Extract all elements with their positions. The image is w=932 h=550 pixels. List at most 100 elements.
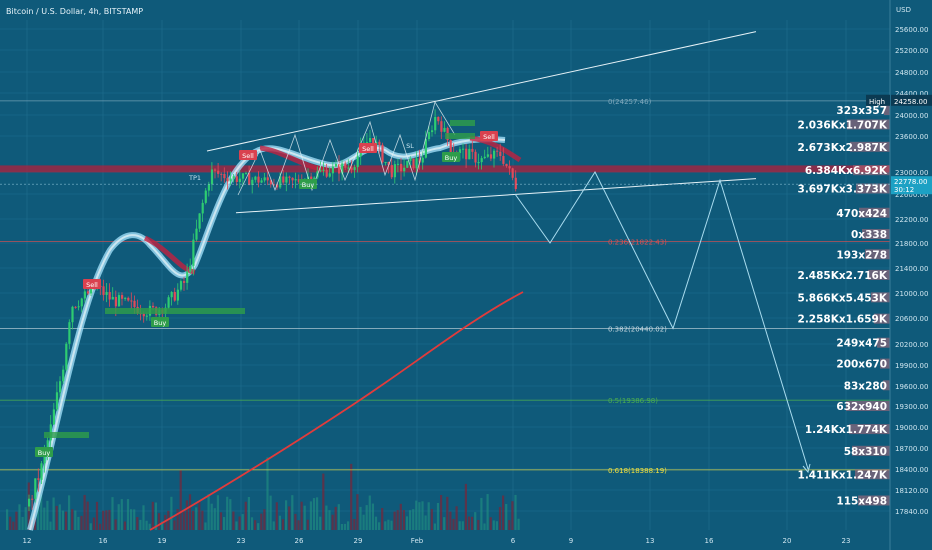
candle-body xyxy=(511,168,514,178)
order-book-label: 1.24Kx1.774K xyxy=(805,424,888,436)
candle-body xyxy=(121,295,124,299)
price-tick-label: 19000.00 xyxy=(895,424,928,432)
volume-bar xyxy=(114,519,117,530)
candle-body xyxy=(477,162,480,164)
candle-body xyxy=(282,176,285,183)
order-book-label: 5.866Kx5.453K xyxy=(798,292,888,304)
chart-title: Bitcoin / U.S. Dollar, 4h, BITSTAMP xyxy=(6,7,143,16)
volume-bar xyxy=(247,496,250,530)
order-book-bar xyxy=(850,141,890,152)
order-book-label: 6.384Kx6.92K xyxy=(805,165,888,177)
volume-bar xyxy=(514,494,517,530)
volume-bar xyxy=(384,521,387,530)
volume-bar xyxy=(269,495,272,530)
candle-body xyxy=(105,292,108,295)
candle-body xyxy=(480,158,483,163)
volume-bar xyxy=(157,513,161,530)
order-book-label: 115x498 xyxy=(836,496,887,508)
order-book-label: 2.036Kx1.707K xyxy=(798,119,888,131)
price-tick-label: 21800.00 xyxy=(895,240,928,248)
order-book-bar xyxy=(884,105,890,116)
price-tick-label: 21000.00 xyxy=(895,290,928,298)
signal-label: Buy xyxy=(38,449,51,457)
signal-badge xyxy=(359,143,377,153)
order-book-bar xyxy=(868,269,890,280)
candle-body xyxy=(365,142,369,144)
volume-bar xyxy=(368,495,371,530)
volume-bar xyxy=(378,522,381,530)
price-tick-label: 18700.00 xyxy=(895,445,928,453)
volume-bar xyxy=(427,502,430,530)
volume-bar xyxy=(511,501,514,530)
volume-bar xyxy=(381,508,384,530)
candle-body xyxy=(192,239,195,266)
price-tick-label: 19900.00 xyxy=(895,362,928,370)
volume-bar xyxy=(498,507,502,530)
volume-bar xyxy=(393,511,396,530)
price-tick-label: 25600.00 xyxy=(895,26,928,34)
volume-bar xyxy=(371,503,374,530)
candle-body xyxy=(127,297,130,301)
volume-bar xyxy=(396,510,399,530)
volume-bar xyxy=(83,494,86,530)
candle-body xyxy=(291,177,294,181)
volume-bar xyxy=(505,504,508,530)
candle-body xyxy=(124,297,127,299)
candle-body xyxy=(114,296,117,307)
volume-bar xyxy=(365,505,368,530)
time-tick-label: 23 xyxy=(842,537,851,545)
order-book-label: 632x940 xyxy=(836,401,887,413)
volume-bar xyxy=(161,521,164,530)
candle-body xyxy=(241,173,245,179)
volume-bar xyxy=(92,517,95,530)
time-tick-label: 20 xyxy=(783,537,792,545)
candle-body xyxy=(412,158,415,169)
candle-body xyxy=(179,281,183,290)
candle-body xyxy=(90,285,93,294)
volume-bar xyxy=(80,515,83,530)
candle-body xyxy=(431,130,434,133)
volume-bar xyxy=(102,510,105,530)
candle-body xyxy=(46,440,49,452)
candle-body xyxy=(28,498,31,507)
candle-body xyxy=(328,173,331,177)
volume-bar xyxy=(238,516,241,530)
volume-bar xyxy=(18,504,21,530)
candle-body xyxy=(319,170,322,172)
volume-bar xyxy=(151,501,154,530)
candle-body xyxy=(43,451,46,464)
volume-bar xyxy=(300,501,303,530)
volume-bar xyxy=(297,520,300,530)
order-book-bar xyxy=(877,337,890,348)
volume-bar xyxy=(409,510,412,530)
candle-body xyxy=(195,228,198,240)
fib-label: 0(24257.46) xyxy=(608,98,652,106)
volume-bar xyxy=(61,510,64,530)
volume-bar xyxy=(37,503,40,530)
volume-bar xyxy=(266,457,269,530)
volume-bar xyxy=(455,506,458,530)
volume-bar xyxy=(108,509,111,530)
candle-body xyxy=(226,178,229,182)
order-book-bar xyxy=(849,424,890,435)
volume-bar xyxy=(356,494,359,530)
time-tick-label: 9 xyxy=(569,537,573,545)
volume-bar xyxy=(254,520,257,530)
candle-body xyxy=(415,158,418,169)
high-value-bg xyxy=(891,94,932,106)
volume-bar xyxy=(294,513,297,530)
signal-badge xyxy=(239,150,257,160)
volume-bar xyxy=(111,497,114,530)
order-book-bar xyxy=(847,119,890,130)
signal-label: Sell xyxy=(86,281,98,289)
candle-body xyxy=(201,202,204,214)
volume-bar xyxy=(443,517,446,530)
volume-bar xyxy=(316,497,319,530)
order-book-label: 83x280 xyxy=(844,380,887,392)
volume-bar xyxy=(223,517,226,530)
volume-bar xyxy=(257,523,260,530)
